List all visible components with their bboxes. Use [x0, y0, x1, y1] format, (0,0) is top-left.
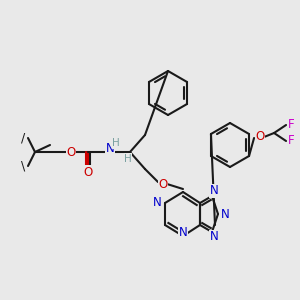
Text: H: H	[124, 154, 132, 164]
Text: \: \	[21, 160, 25, 172]
Text: N: N	[210, 184, 218, 197]
Text: O: O	[83, 166, 93, 178]
Text: O: O	[158, 178, 168, 190]
Text: /: /	[21, 131, 25, 145]
Text: N: N	[178, 226, 188, 238]
Text: N: N	[153, 196, 161, 209]
Text: N: N	[210, 230, 218, 244]
Text: N: N	[220, 208, 230, 220]
Text: H: H	[112, 138, 120, 148]
Text: F: F	[288, 134, 294, 148]
Text: O: O	[255, 130, 265, 143]
Text: O: O	[66, 146, 76, 158]
Text: F: F	[288, 118, 294, 131]
Text: N: N	[106, 142, 114, 154]
